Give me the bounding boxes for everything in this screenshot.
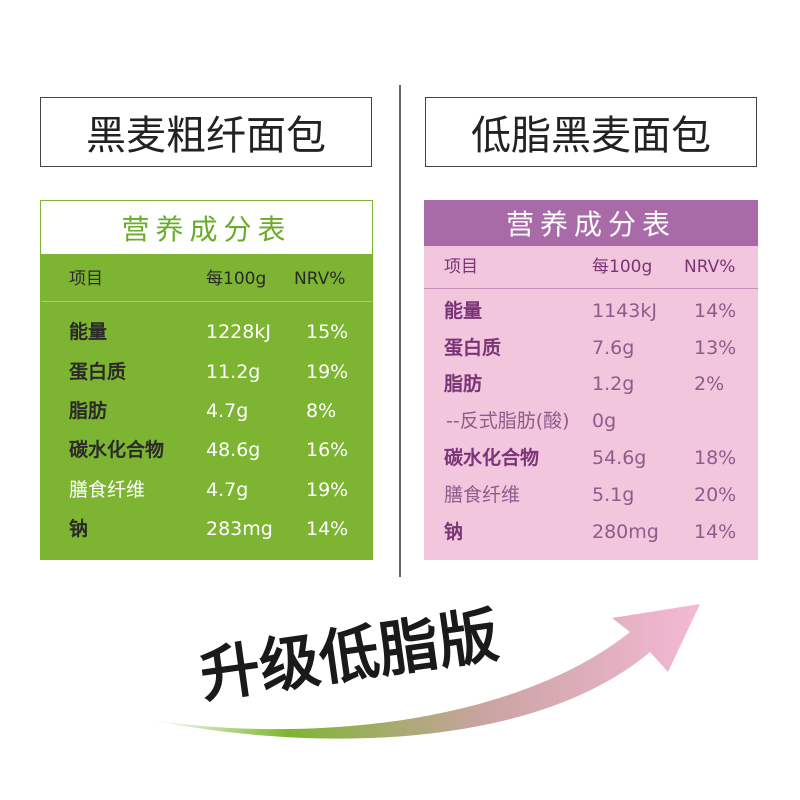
item: 钠 xyxy=(69,518,89,540)
header-cell: 项目 xyxy=(69,269,103,289)
nrv: 19% xyxy=(306,479,349,501)
nrv: 2% xyxy=(694,373,725,395)
nrv: 14% xyxy=(694,300,737,322)
header-cell: 每100g xyxy=(592,257,653,277)
item: 膳食纤维 xyxy=(444,484,521,506)
header-cell: 项目 xyxy=(444,257,478,277)
separator xyxy=(41,301,372,302)
arrow xyxy=(150,604,700,739)
item: 脂肪 xyxy=(69,400,108,422)
value: 4.7g xyxy=(206,400,249,422)
item: 碳水化合物 xyxy=(69,439,165,461)
header-cell: NRV% xyxy=(294,269,346,289)
item: 蛋白质 xyxy=(69,361,127,383)
product-title: 低脂黑麦面包 xyxy=(425,97,757,167)
nrv: 15% xyxy=(306,321,349,343)
item: 能量 xyxy=(69,321,108,343)
header-cell: 每100g xyxy=(206,269,267,289)
nrv: 8% xyxy=(306,400,337,422)
item: 膳食纤维 xyxy=(69,479,146,501)
product-title: 黑麦粗纤面包 xyxy=(40,97,372,167)
value: 1.2g xyxy=(592,373,635,395)
nrv: 18% xyxy=(694,447,737,469)
value: 11.2g xyxy=(206,361,261,383)
nutrition-table: 营养成分表 项目 每100g NRV% 能量 1228kJ 15% 蛋白质 11… xyxy=(40,200,373,560)
nutrition-table: 营养成分表 项目 每100g NRV% 能量 1143kJ 14% 蛋白质 7.… xyxy=(424,200,758,560)
item: 脂肪 xyxy=(444,373,483,395)
separator xyxy=(424,288,758,289)
nrv: 19% xyxy=(306,361,349,383)
arrow-shape xyxy=(150,604,700,739)
value: 0g xyxy=(592,410,617,432)
item: --反式脂肪(酸) xyxy=(446,410,570,432)
value: 1143kJ xyxy=(592,300,657,322)
value: 283mg xyxy=(206,518,273,540)
value: 54.6g xyxy=(592,447,647,469)
value: 5.1g xyxy=(592,484,635,506)
value: 48.6g xyxy=(206,439,261,461)
divider xyxy=(399,85,401,577)
item: 蛋白质 xyxy=(444,337,502,359)
header-cell: NRV% xyxy=(684,257,736,277)
nrv: 14% xyxy=(694,521,737,543)
item: 能量 xyxy=(444,300,483,322)
item: 碳水化合物 xyxy=(444,447,540,469)
nrv: 13% xyxy=(694,337,737,359)
value: 280mg xyxy=(592,521,659,543)
nrv: 16% xyxy=(306,439,349,461)
value: 7.6g xyxy=(592,337,635,359)
nrv: 14% xyxy=(306,518,349,540)
item: 钠 xyxy=(444,521,464,543)
value: 1228kJ xyxy=(206,321,271,343)
table-title: 营养成分表 xyxy=(424,200,758,246)
table-title: 营养成分表 xyxy=(41,201,372,254)
value: 4.7g xyxy=(206,479,249,501)
nrv: 20% xyxy=(694,484,737,506)
